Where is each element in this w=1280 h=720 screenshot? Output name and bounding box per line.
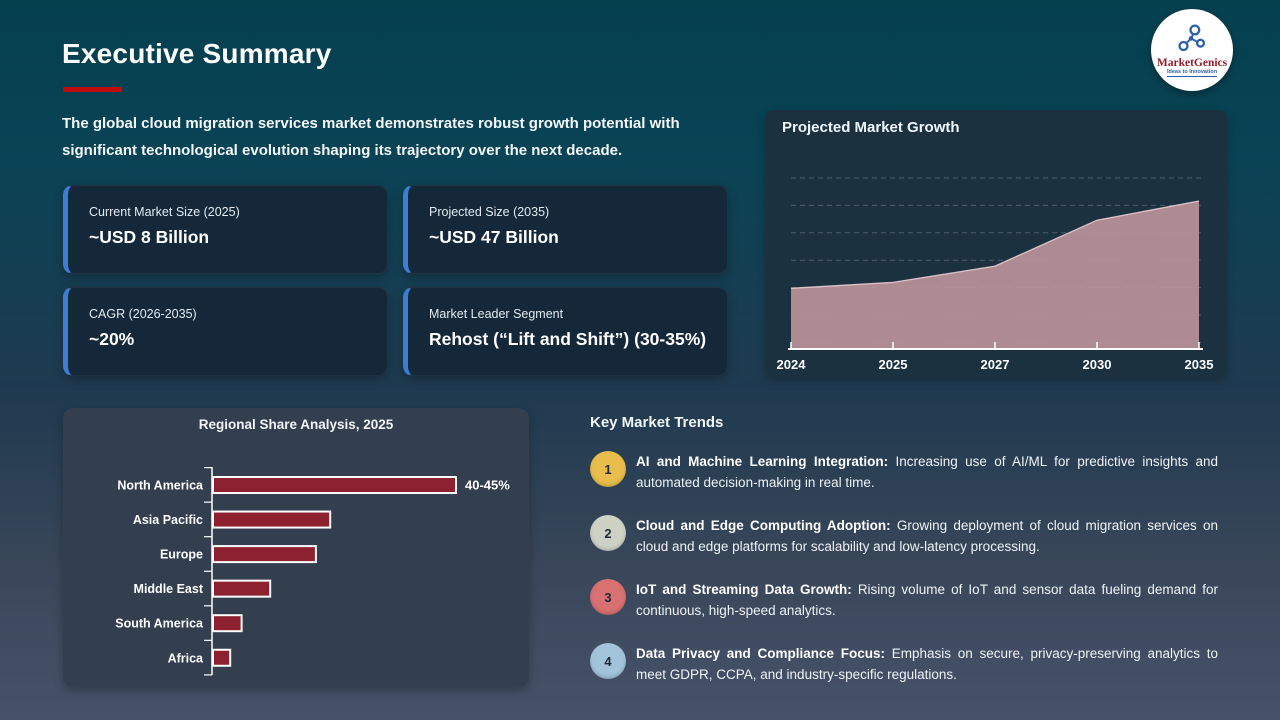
regional-bar-chart: North America 40-45% Asia Pacific Europe Mid…	[115, 466, 510, 676]
trend-item: 4 Data Privacy and Compliance Focus: Emp…	[590, 643, 1222, 707]
stat-card-projected-size: Projected Size (2035) ~USD 47 Billion	[403, 185, 728, 274]
stat-card-value: ~USD 47 Billion	[429, 227, 559, 247]
trend-text: Data Privacy and Compliance Focus: Empha…	[636, 646, 1218, 682]
trend-text: Cloud and Edge Computing Adoption: Growi…	[636, 518, 1218, 554]
trend-number-badge: 1	[590, 451, 626, 487]
network-nodes-icon	[1175, 23, 1209, 56]
stat-card-label: CAGR (2026-2035)	[89, 307, 197, 321]
x-axis-label: 2025	[879, 357, 908, 372]
trend-text: AI and Machine Learning Integration: Inc…	[636, 454, 1218, 490]
area-series	[791, 201, 1199, 349]
logo-name: MarketGenics	[1156, 56, 1228, 69]
projected-market-growth-panel: Projected Market Growth 2024 2025 2027 2030…	[765, 110, 1227, 377]
logo: MarketGenics Ideas to Innovation	[1151, 9, 1233, 91]
trend-item: 2 Cloud and Edge Computing Adoption: Gro…	[590, 515, 1222, 579]
regional-chart-title: Regional Share Analysis, 2025	[198, 417, 394, 432]
stat-cards: Current Market Size (2025) ~USD 8 Billio…	[63, 185, 728, 376]
bar-africa	[212, 648, 232, 667]
x-axis-label: 2024	[777, 357, 807, 372]
area-top-edge	[790, 200, 1200, 289]
trend-number-badge: 4	[590, 643, 626, 679]
bar-north-america	[212, 476, 457, 494]
growth-chart-title: Projected Market Growth	[782, 119, 960, 136]
stat-card-label: Current Market Size (2025)	[89, 205, 240, 219]
trends-list: 1 AI and Machine Learning Integration: I…	[590, 451, 1222, 707]
intro-text: The global cloud migration services mark…	[62, 115, 680, 159]
category-label: South America	[115, 617, 204, 631]
category-label: Middle East	[134, 582, 204, 596]
logo-tagline: Ideas to Innovation	[1166, 68, 1218, 77]
bar-middle-east	[212, 579, 272, 598]
trend-number-badge: 2	[590, 515, 626, 551]
stat-card-current-market-size: Current Market Size (2025) ~USD 8 Billio…	[63, 185, 388, 274]
stat-card-label: Market Leader Segment	[429, 307, 564, 321]
growth-area-chart: 2024 2025 2027 2030 2035	[777, 177, 1214, 372]
regional-share-panel: Regional Share Analysis, 2025 North Amer…	[63, 408, 529, 687]
stat-card-market-leader: Market Leader Segment Rehost (“Lift and …	[403, 287, 728, 376]
x-axis-label: 2035	[1185, 357, 1214, 372]
category-label: Asia Pacific	[133, 513, 203, 527]
trend-item: 3 IoT and Streaming Data Growth: Rising …	[590, 579, 1222, 643]
data-label: 40-45%	[465, 478, 510, 493]
category-label: North America	[117, 479, 204, 493]
category-label: Europe	[160, 548, 203, 562]
stat-card-cagr: CAGR (2026-2035) ~20%	[63, 287, 388, 376]
page-title: Executive Summary	[62, 38, 332, 69]
stat-card-value: Rehost (“Lift and Shift”) (30-35%)	[429, 329, 707, 349]
trend-item: 1 AI and Machine Learning Integration: I…	[590, 451, 1222, 515]
bar-europe	[212, 545, 317, 564]
x-axis-label: 2027	[981, 357, 1010, 372]
trend-number-badge: 3	[590, 579, 626, 615]
stat-card-value: ~USD 8 Billion	[89, 227, 210, 247]
bar-south-america	[212, 614, 243, 633]
stat-card-label: Projected Size (2035)	[429, 205, 550, 219]
bar-asia-pacific	[212, 510, 332, 529]
trend-text: IoT and Streaming Data Growth: Rising vo…	[636, 582, 1218, 618]
title-underline	[63, 87, 122, 92]
stat-card-value: ~20%	[89, 329, 135, 349]
x-axis-label: 2030	[1083, 357, 1112, 372]
category-label: Africa	[168, 651, 204, 665]
trends-title: Key Market Trends	[590, 414, 724, 431]
